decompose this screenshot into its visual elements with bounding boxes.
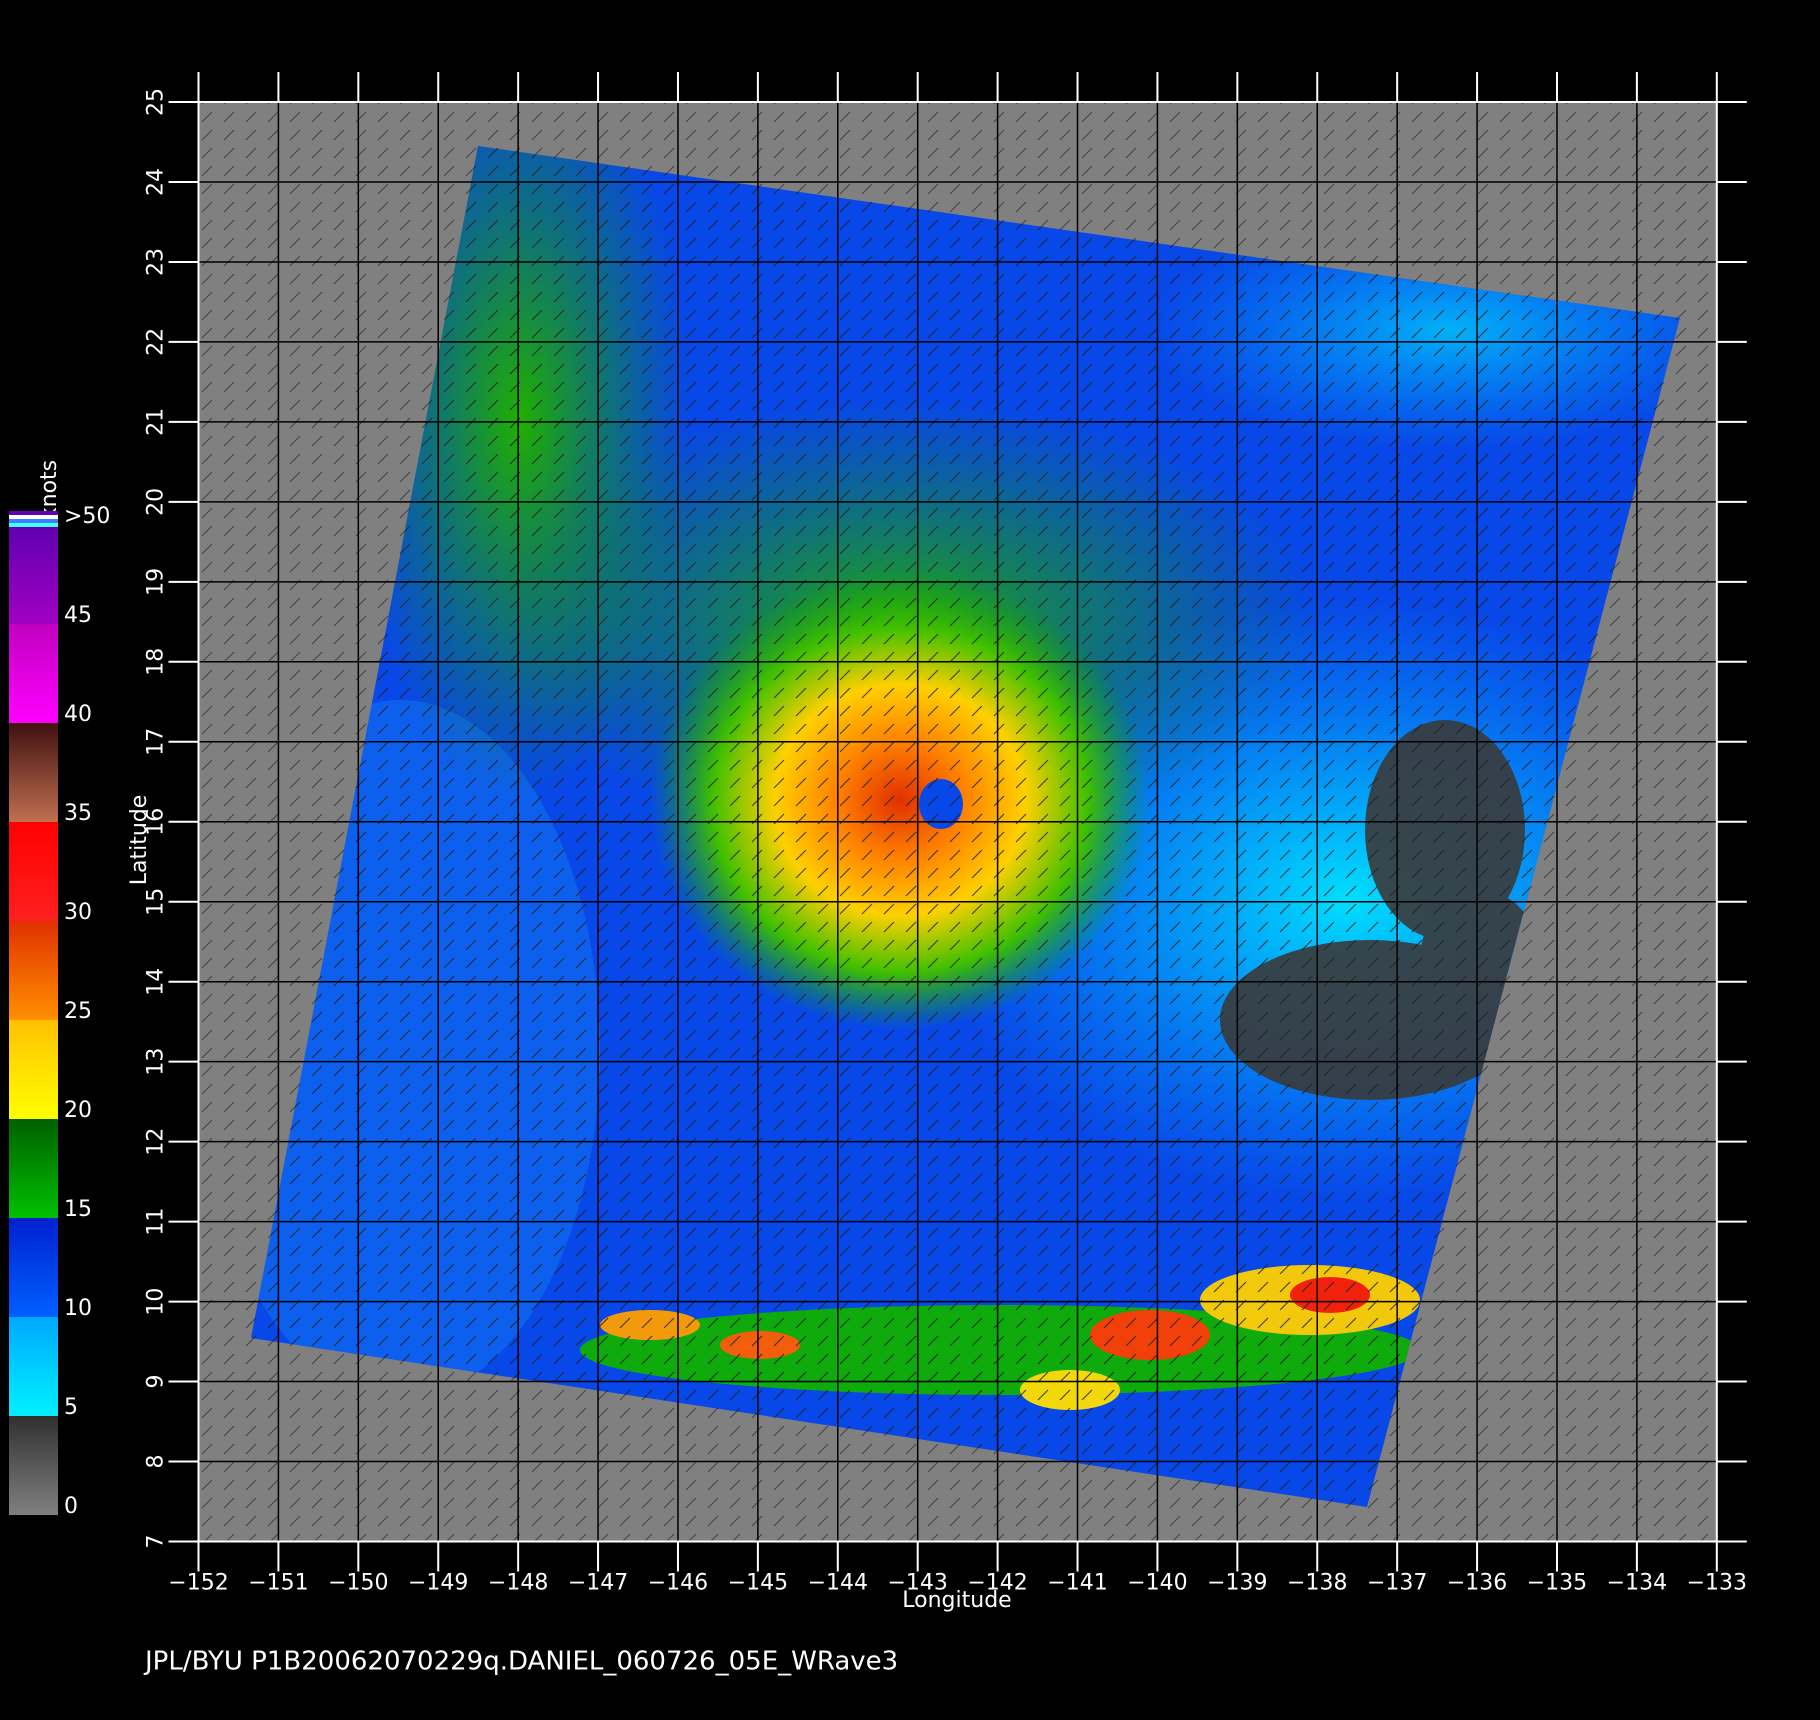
y-tick-label: 12 — [144, 1128, 169, 1156]
y-tick-label: 10 — [144, 1288, 169, 1316]
x-tick-label: −136 — [1447, 1571, 1507, 1596]
y-tick-label: 23 — [144, 248, 169, 276]
y-tick-label: 16 — [144, 808, 169, 836]
colorbar-tick-label: 15 — [64, 1197, 92, 1222]
x-tick-label: −138 — [1287, 1571, 1347, 1596]
colorbar-segment — [9, 1119, 58, 1218]
x-tick-label: −134 — [1607, 1571, 1667, 1596]
colorbar-segment — [9, 1416, 58, 1515]
y-tick-label: 8 — [144, 1455, 169, 1469]
colorbar-segment — [9, 525, 58, 624]
colorbar-cap — [9, 523, 58, 527]
x-tick-label: −152 — [168, 1571, 228, 1596]
y-tick-label: 22 — [144, 328, 169, 356]
y-axis-label: Latitude — [127, 795, 152, 886]
x-tick-label: −141 — [1047, 1571, 1107, 1596]
x-tick-label: −150 — [328, 1571, 388, 1596]
x-tick-label: −133 — [1687, 1571, 1747, 1596]
x-tick-label: −135 — [1527, 1571, 1587, 1596]
x-tick-label: −145 — [728, 1571, 788, 1596]
x-tick-label: −140 — [1127, 1571, 1187, 1596]
colorbar-tick-label: 30 — [64, 900, 92, 925]
colorbar-cap — [9, 511, 58, 515]
colorbar-segment — [9, 1317, 58, 1416]
colorbar-tick-label: 0 — [64, 1494, 78, 1519]
colorbar-segment — [9, 1020, 58, 1119]
colorbar-label: knots — [37, 460, 62, 520]
colorbar-tick-label: >50 — [64, 504, 110, 529]
y-tick-label: 18 — [144, 648, 169, 676]
x-tick-label: −144 — [808, 1571, 868, 1596]
colorbar-tick-label: 40 — [64, 702, 92, 727]
x-tick-label: −143 — [887, 1571, 947, 1596]
y-tick-label: 21 — [144, 408, 169, 436]
colorbar-tick-label: 45 — [64, 603, 92, 628]
x-tick-label: −142 — [967, 1571, 1027, 1596]
y-tick-label: 15 — [144, 888, 169, 916]
x-tick-label: −137 — [1367, 1571, 1427, 1596]
plot-frame — [197, 101, 1718, 1543]
y-tick-label: 25 — [144, 88, 169, 116]
y-tick-label: 17 — [144, 728, 169, 756]
x-tick-label: −147 — [568, 1571, 628, 1596]
colorbar-segment — [9, 1218, 58, 1317]
colorbar-tick-label: 20 — [64, 1098, 92, 1123]
y-tick-label: 14 — [144, 968, 169, 996]
y-tick-label: 7 — [144, 1535, 169, 1549]
colorbar-cap — [9, 519, 58, 523]
x-tick-label: −146 — [648, 1571, 708, 1596]
x-tick-label: −151 — [248, 1571, 308, 1596]
colorbar-segment — [9, 822, 58, 921]
colorbar-segment — [9, 624, 58, 723]
y-tick-label: 13 — [144, 1048, 169, 1076]
y-tick-label: 11 — [144, 1208, 169, 1236]
y-tick-label: 19 — [144, 568, 169, 596]
x-axis-label: Longitude — [902, 1588, 1011, 1613]
colorbar-cap — [9, 515, 58, 519]
footer: JPL/BYU P1B20062070229q.DANIEL_060726_05… — [143, 1647, 898, 1677]
colorbar-tick-label: 25 — [64, 999, 92, 1024]
colorbar-tick-label: 35 — [64, 801, 92, 826]
colorbar-tick-label: 10 — [64, 1296, 92, 1321]
y-tick-label: 9 — [144, 1375, 169, 1389]
y-tick-label: 24 — [144, 168, 169, 196]
colorbar-tick-label: 5 — [64, 1395, 78, 1420]
y-tick-label: 20 — [144, 488, 169, 516]
x-tick-label: −149 — [408, 1571, 468, 1596]
x-tick-label: −139 — [1207, 1571, 1267, 1596]
x-tick-label: −148 — [488, 1571, 548, 1596]
colorbar-segment — [9, 921, 58, 1020]
colorbar-segment — [9, 723, 58, 822]
